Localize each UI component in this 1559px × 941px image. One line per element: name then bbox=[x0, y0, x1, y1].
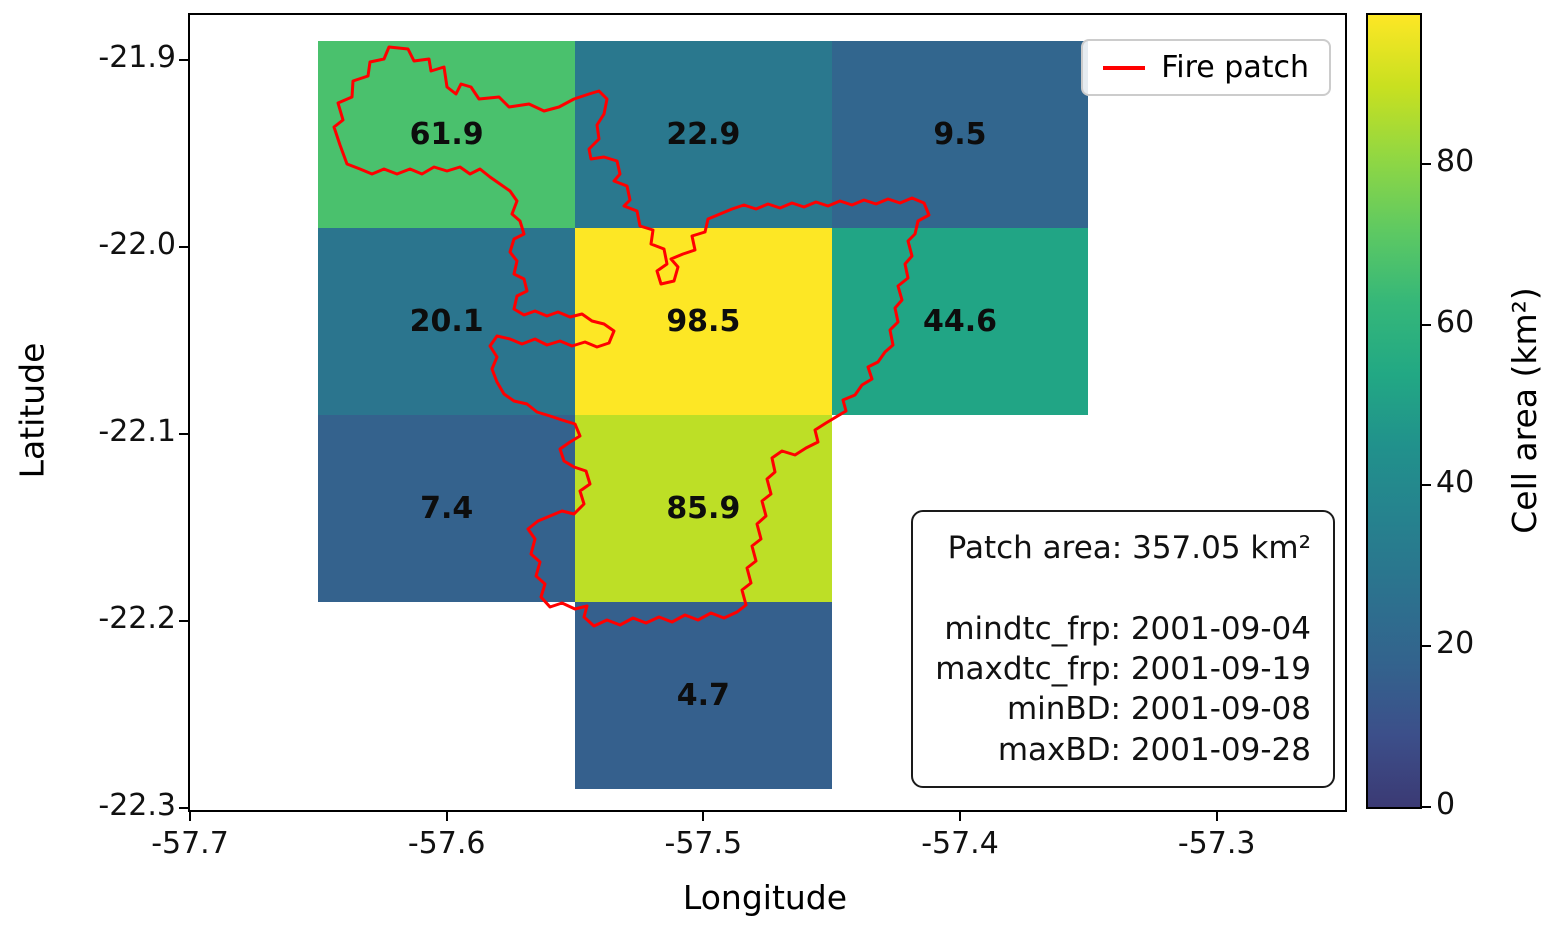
heatmap-cell: 20.1 bbox=[318, 228, 575, 416]
colorbar-tick-label: 40 bbox=[1436, 465, 1475, 501]
x-tick-label: -57.5 bbox=[664, 826, 743, 861]
heatmap-cell: 61.9 bbox=[318, 41, 575, 229]
x-tick-mark bbox=[702, 812, 705, 821]
stats-box: Patch area: 357.05 km² mindtc_frp: 2001-… bbox=[911, 510, 1335, 788]
y-tick-label: -22.0 bbox=[98, 226, 176, 262]
heatmap-cell: 85.9 bbox=[575, 415, 832, 603]
x-tick-mark bbox=[189, 812, 191, 821]
y-tick-label: -22.1 bbox=[98, 414, 176, 449]
y-tick-mark bbox=[179, 433, 188, 435]
x-axis-label: Longitude bbox=[682, 878, 848, 917]
y-tick-mark bbox=[179, 620, 188, 623]
heatmap-cell: 4.7 bbox=[575, 602, 832, 790]
y-tick-mark bbox=[179, 807, 188, 810]
colorbar-tick-mark bbox=[1422, 323, 1431, 326]
fire-patch-legend-line bbox=[1103, 65, 1146, 70]
colorbar-tick-label: 20 bbox=[1436, 626, 1475, 662]
colorbar-tick-mark bbox=[1422, 484, 1431, 487]
colorbar-label: Cell area (km²) bbox=[1504, 287, 1544, 534]
stats-box-line: maxdtc_frp: 2001-09-19 bbox=[935, 651, 1311, 688]
y-tick-label: -22.2 bbox=[98, 601, 176, 637]
x-tick-label: -57.4 bbox=[921, 826, 999, 861]
heatmap-cell: 98.5 bbox=[575, 228, 832, 416]
x-tick-label: -57.3 bbox=[1177, 826, 1256, 861]
cell-value-label: 44.6 bbox=[922, 304, 997, 340]
legend-label: Fire patch bbox=[1161, 50, 1309, 85]
cell-value-label: 4.7 bbox=[676, 678, 730, 714]
x-tick-mark bbox=[959, 812, 961, 821]
plot-area: Fire patch Patch area: 357.05 km² mindtc… bbox=[188, 13, 1347, 812]
colorbar bbox=[1366, 13, 1422, 809]
cell-value-label: 20.1 bbox=[409, 304, 484, 340]
colorbar-tick-mark bbox=[1422, 806, 1431, 808]
y-axis-label-wrap: Latitude bbox=[0, 13, 64, 808]
y-tick-label: -21.9 bbox=[98, 39, 176, 75]
x-tick-mark bbox=[1215, 812, 1218, 821]
heatmap-cell: 7.4 bbox=[318, 415, 575, 603]
cell-value-label: 61.9 bbox=[409, 117, 484, 153]
y-tick-mark bbox=[179, 58, 188, 61]
colorbar-gradient bbox=[1368, 15, 1420, 807]
stats-box-line bbox=[935, 569, 1311, 609]
colorbar-tick-mark bbox=[1422, 645, 1431, 648]
stats-box-line: maxBD: 2001-09-28 bbox=[997, 731, 1311, 768]
colorbar-label-wrap: Cell area (km²) bbox=[1492, 13, 1556, 808]
cell-value-label: 7.4 bbox=[420, 491, 474, 527]
heatmap-cell: 44.6 bbox=[831, 228, 1089, 416]
legend: Fire patch bbox=[1081, 39, 1331, 96]
y-tick-label: -22.3 bbox=[98, 788, 176, 824]
y-tick-mark bbox=[179, 245, 188, 248]
colorbar-tick-label: 0 bbox=[1436, 787, 1456, 822]
stats-box-line: Patch area: 357.05 km² bbox=[947, 530, 1311, 567]
cell-value-label: 98.5 bbox=[666, 304, 741, 340]
colorbar-tick-label: 80 bbox=[1436, 143, 1475, 179]
heatmap-cell: 22.9 bbox=[575, 41, 832, 229]
cell-value-label: 9.5 bbox=[933, 117, 987, 153]
cell-value-label: 85.9 bbox=[666, 491, 741, 527]
stats-box-line: minBD: 2001-09-08 bbox=[1006, 691, 1311, 728]
colorbar-tick-label: 60 bbox=[1436, 304, 1475, 340]
x-tick-label: -57.6 bbox=[407, 826, 486, 861]
colorbar-tick-mark bbox=[1422, 162, 1431, 165]
stats-box-line: mindtc_frp: 2001-09-04 bbox=[944, 610, 1311, 647]
heatmap-cell: 9.5 bbox=[831, 41, 1089, 229]
x-tick-label: -57.7 bbox=[151, 826, 229, 861]
y-axis-label: Latitude bbox=[12, 342, 52, 479]
cell-value-label: 22.9 bbox=[666, 117, 741, 153]
x-tick-mark bbox=[445, 812, 448, 821]
